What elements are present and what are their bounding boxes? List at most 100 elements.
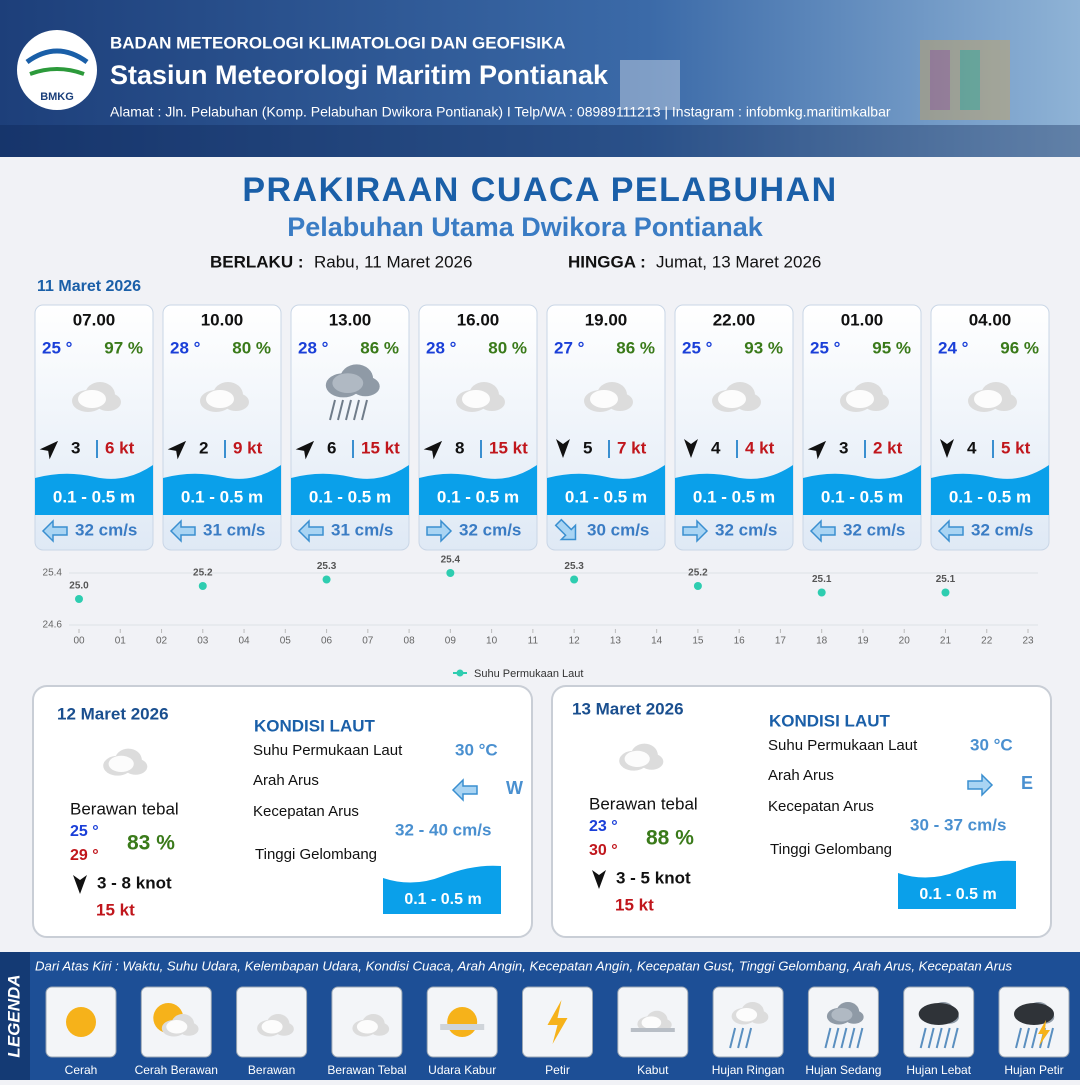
humidity: 97 %	[104, 338, 143, 357]
legend-label: Cerah Berawan	[135, 1063, 218, 1077]
data-label: 25.4	[441, 555, 461, 566]
cloud-shape	[641, 1016, 662, 1029]
wind-arrow	[592, 870, 606, 889]
humidity: 96 %	[1000, 338, 1039, 357]
x-tick-label: 23	[1022, 636, 1034, 647]
wind-arrow	[295, 440, 315, 460]
agency: BADAN METEOROLOGI KLIMATOLOGI DAN GEOFIS…	[110, 33, 566, 52]
cloud-shape	[831, 1008, 853, 1022]
cloud-shape	[846, 390, 874, 408]
current-speed: 32 cm/s	[715, 520, 777, 539]
gust: 15 kt	[96, 900, 135, 919]
legend-item: Hujan Lebat	[903, 986, 975, 1077]
current-speed: 30 cm/s	[587, 520, 649, 539]
validity-label: HINGGA :	[568, 252, 646, 271]
wave-area	[675, 465, 793, 515]
legend-label: Berawan	[248, 1063, 295, 1077]
wave-area	[163, 465, 281, 515]
legend-label: Hujan Ringan	[712, 1063, 785, 1077]
x-tick-label: 03	[197, 636, 209, 647]
rain	[919, 1027, 927, 1049]
legend-item: Petir	[522, 986, 593, 1077]
wave-height: 0.1 - 0.5 m	[565, 487, 647, 506]
rain	[345, 399, 352, 421]
data-label: 25.2	[193, 568, 213, 579]
legend-item: Berawan	[236, 986, 308, 1077]
x-tick-label: 02	[156, 636, 168, 647]
rain	[729, 1027, 737, 1049]
current-arrow	[297, 519, 324, 543]
data-label: 25.0	[69, 581, 89, 592]
validity-label: BERLAKU :	[210, 252, 304, 271]
legend-label: Hujan Sedang	[805, 1063, 881, 1077]
legend-label: Hujan Petir	[1004, 1063, 1063, 1077]
x-tick-label: 13	[610, 636, 622, 647]
wind-arrow	[167, 440, 187, 460]
x-tick-label: 17	[775, 636, 787, 647]
legend-item: Hujan Sedang	[805, 986, 881, 1077]
sst-label: Suhu Permukaan Laut	[253, 742, 403, 759]
daily-panels: 12 Maret 2026 Berawan tebal 25 ° 29 ° 83 % 3 …	[32, 685, 1052, 938]
cloud-shape	[166, 1020, 188, 1034]
fog	[630, 1028, 675, 1032]
time: 22.00	[713, 310, 756, 329]
data-point	[322, 575, 331, 584]
gust: 15 kt	[615, 895, 654, 914]
humidity: 88 %	[646, 827, 694, 850]
cloud-shape	[1014, 1003, 1054, 1025]
current-speed: 32 cm/s	[459, 520, 521, 539]
wind-arrow	[684, 439, 698, 458]
current-arrow	[682, 519, 709, 543]
humidity: 80 %	[232, 338, 271, 357]
validity-from: Rabu, 11 Maret 2026	[314, 252, 472, 271]
legend-label: Suhu Permukaan Laut	[474, 668, 583, 680]
legend-marker	[456, 669, 464, 677]
wind-speed: 8	[455, 438, 464, 457]
data-label: 25.3	[564, 561, 584, 572]
rain	[951, 1027, 959, 1049]
rain	[1031, 1027, 1038, 1049]
humidity: 83 %	[127, 832, 175, 855]
data-point	[693, 582, 702, 590]
time: 13.00	[329, 310, 372, 329]
y-tick-label: 24.6	[43, 620, 63, 631]
gust: 4 kt	[745, 438, 775, 457]
wave-area	[547, 465, 665, 515]
rain	[943, 1027, 951, 1049]
data-point	[198, 582, 207, 590]
gust: 15 kt	[361, 438, 400, 457]
wind-arrow	[556, 439, 570, 458]
wind-arrow	[423, 440, 443, 460]
x-tick-label: 12	[569, 636, 581, 647]
wave-height: 0.1 - 0.5 m	[437, 487, 519, 506]
gust: 9 kt	[233, 438, 263, 457]
current-arrow	[41, 519, 68, 543]
wind-arrow	[807, 440, 827, 460]
title: PRAKIRAAN CUACA PELABUHAN	[242, 171, 837, 209]
panel-bg	[32, 685, 533, 938]
sun	[447, 1007, 478, 1037]
legend-description: Dari Atas Kiri : Waktu, Suhu Udara, Kele…	[35, 958, 1012, 973]
x-tick-label: 09	[445, 636, 457, 647]
temperature: 28 °	[298, 338, 329, 357]
legend-label: Kabut	[637, 1063, 669, 1077]
day-date: 13 Maret 2026	[572, 699, 684, 718]
legend-label: Petir	[545, 1063, 570, 1077]
cloud-shape	[108, 755, 134, 773]
rain	[337, 399, 344, 421]
wave-label: Tinggi Gelombang	[770, 841, 892, 858]
current-arrow	[451, 778, 478, 802]
time: 07.00	[73, 310, 116, 329]
wave-height: 0.1 - 0.5 m	[181, 487, 263, 506]
humidity: 95 %	[872, 338, 911, 357]
legend-item: Berawan Tebal	[327, 986, 406, 1077]
current-speed: 32 cm/s	[843, 520, 905, 539]
data-point	[941, 588, 950, 597]
wave-height: 0.1 - 0.5 m	[919, 886, 996, 903]
data-point	[446, 569, 455, 577]
current-arrow	[937, 519, 964, 543]
wind-speed: 4	[711, 438, 721, 457]
